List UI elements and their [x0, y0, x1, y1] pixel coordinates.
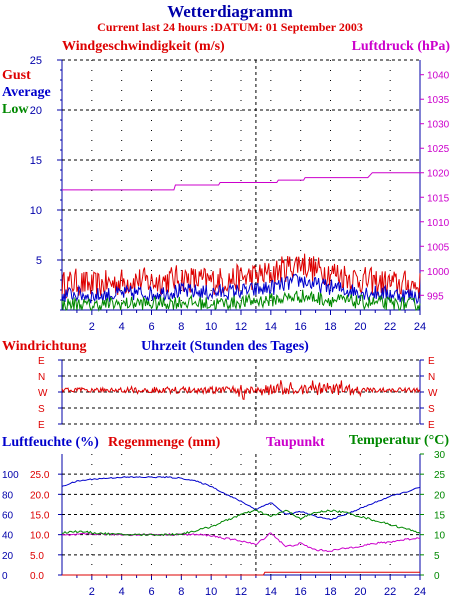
temperature-y-tick-label: 15: [434, 511, 446, 522]
humidity-x-tick-label: 20: [354, 586, 366, 598]
humidity-x-tick-label: 18: [324, 586, 336, 598]
direction-label-right: S: [428, 404, 435, 415]
dewpoint-title: Taupunkt: [266, 435, 325, 450]
humidity-x-tick-label: 12: [235, 586, 247, 598]
wind-x-tick-label: 18: [324, 321, 336, 333]
humidity-y-tick-label: 100: [2, 470, 19, 481]
humidity-x-tick-label: 2: [89, 586, 95, 598]
pressure-y-tick-label: 1010: [427, 218, 450, 229]
wind-x-tick-label: 10: [205, 321, 217, 333]
pressure-y-tick-label: 1025: [427, 144, 450, 155]
pressure-y-tick-label: 995: [427, 291, 444, 302]
direction-label-right: N: [428, 372, 435, 383]
humidity-y-tick-label: 60: [2, 511, 14, 522]
wind-direction-panel: E EN NW WS SE E: [38, 356, 438, 431]
direction-label-right: E: [428, 420, 435, 431]
legend-average: Average: [2, 85, 51, 100]
humidity-x-tick-label: 14: [265, 586, 277, 598]
rain-title: Regenmenge (mm): [108, 435, 221, 450]
pressure-y-tick-label: 1030: [427, 120, 450, 131]
series-luftfeuchte-line: [61, 476, 421, 521]
wind-pressure-panel: 5101520259951000100510101015102010251030…: [30, 55, 450, 333]
pressure-y-tick-label: 1015: [427, 193, 450, 204]
rain-y-tick-label: 0.0: [30, 571, 44, 582]
pressure-y-tick-label: 1020: [427, 169, 450, 180]
wind-direction-title: Windrichtung: [2, 339, 87, 354]
direction-label-left: N: [38, 372, 45, 383]
humidity-y-tick-label: 80: [2, 490, 14, 501]
humidity-x-tick-label: 16: [295, 586, 307, 598]
wind-x-tick-label: 12: [235, 321, 247, 333]
series-low-line: [61, 289, 421, 312]
wind-x-tick-label: 6: [148, 321, 154, 333]
wind-x-tick-label: 4: [119, 321, 125, 333]
series-regenmenge-line: [62, 571, 420, 576]
rain-y-tick-label: 20.0: [30, 490, 50, 501]
series-direction-line: [61, 380, 421, 401]
chart-subtitle: Current last 24 hours :DATUM: 01 Septemb…: [97, 20, 363, 34]
temperature-y-tick-label: 20: [434, 490, 446, 501]
wind-x-tick-label: 2: [89, 321, 95, 333]
humidity-temperature-panel: 0 20 40 60 80 100 0.0 5.0 10.0 15.0 20.0 25.0 0 5 10 15…: [2, 450, 446, 598]
humidity-y-tick-label: 20: [2, 551, 14, 562]
pressure-y-tick-label: 1000: [427, 267, 450, 278]
wind-x-tick-label: 24: [414, 321, 426, 333]
wind-y-tick-label: 5: [36, 255, 42, 267]
wind-x-tick-label: 20: [354, 321, 366, 333]
humidity-x-tick-label: 24: [414, 586, 426, 598]
series-taupunkt-line: [61, 532, 421, 553]
humidity-y-tick-label: 0: [2, 571, 8, 582]
chart-title: Wetterdiagramm: [167, 2, 293, 21]
humidity-y-tick-label: 40: [2, 531, 14, 542]
wind-panel-title: Windgeschwindigkeit (m/s): [62, 39, 225, 54]
series-temperatur-line: [62, 509, 421, 537]
x-axis-title: Uhrzeit (Stunden des Tages): [141, 339, 309, 354]
pressure-y-tick-label: 1005: [427, 242, 450, 253]
pressure-y-tick-label: 1035: [427, 95, 450, 106]
temperature-y-tick-label: 5: [434, 551, 440, 562]
legend-gust: Gust: [2, 68, 31, 83]
series-gust-line: [61, 253, 421, 299]
series-average-line: [61, 273, 421, 305]
humidity-x-tick-label: 4: [119, 586, 125, 598]
wind-x-tick-label: 16: [295, 321, 307, 333]
humidity-x-tick-label: 22: [384, 586, 396, 598]
humidity-x-tick-label: 10: [205, 586, 217, 598]
humidity-x-tick-label: 6: [148, 586, 154, 598]
wind-x-tick-label: 8: [178, 321, 184, 333]
wind-y-tick-label: 25: [30, 55, 42, 67]
wind-x-tick-label: 22: [384, 321, 396, 333]
rain-y-tick-label: 15.0: [30, 511, 50, 522]
legend-low: Low: [2, 102, 29, 117]
temperature-y-tick-label: 30: [434, 450, 446, 461]
direction-label-left: S: [38, 404, 45, 415]
direction-label-left: W: [38, 388, 48, 399]
series-luftdruck-line: [62, 172, 420, 191]
direction-label-left: E: [38, 356, 45, 367]
humidity-x-tick-label: 8: [178, 586, 184, 598]
wind-y-tick-label: 10: [30, 205, 42, 217]
temperature-y-tick-label: 25: [434, 470, 446, 481]
rain-y-tick-label: 10.0: [30, 531, 50, 542]
pressure-y-tick-label: 1040: [427, 71, 450, 82]
temperature-y-tick-label: 0: [434, 571, 440, 582]
direction-label-left: E: [38, 420, 45, 431]
temperature-title: Temperatur (°C): [349, 433, 449, 448]
pressure-axis-title: Luftdruck (hPa): [352, 39, 451, 54]
wind-y-tick-label: 20: [30, 105, 42, 117]
direction-label-right: E: [428, 356, 435, 367]
temperature-y-tick-label: 10: [434, 531, 446, 542]
wind-x-tick-label: 14: [265, 321, 277, 333]
humidity-title: Luftfeuchte (%): [2, 435, 99, 450]
rain-y-tick-label: 5.0: [30, 551, 44, 562]
direction-label-right: W: [428, 388, 438, 399]
wind-y-tick-label: 15: [30, 155, 42, 167]
rain-y-tick-label: 25.0: [30, 470, 50, 481]
